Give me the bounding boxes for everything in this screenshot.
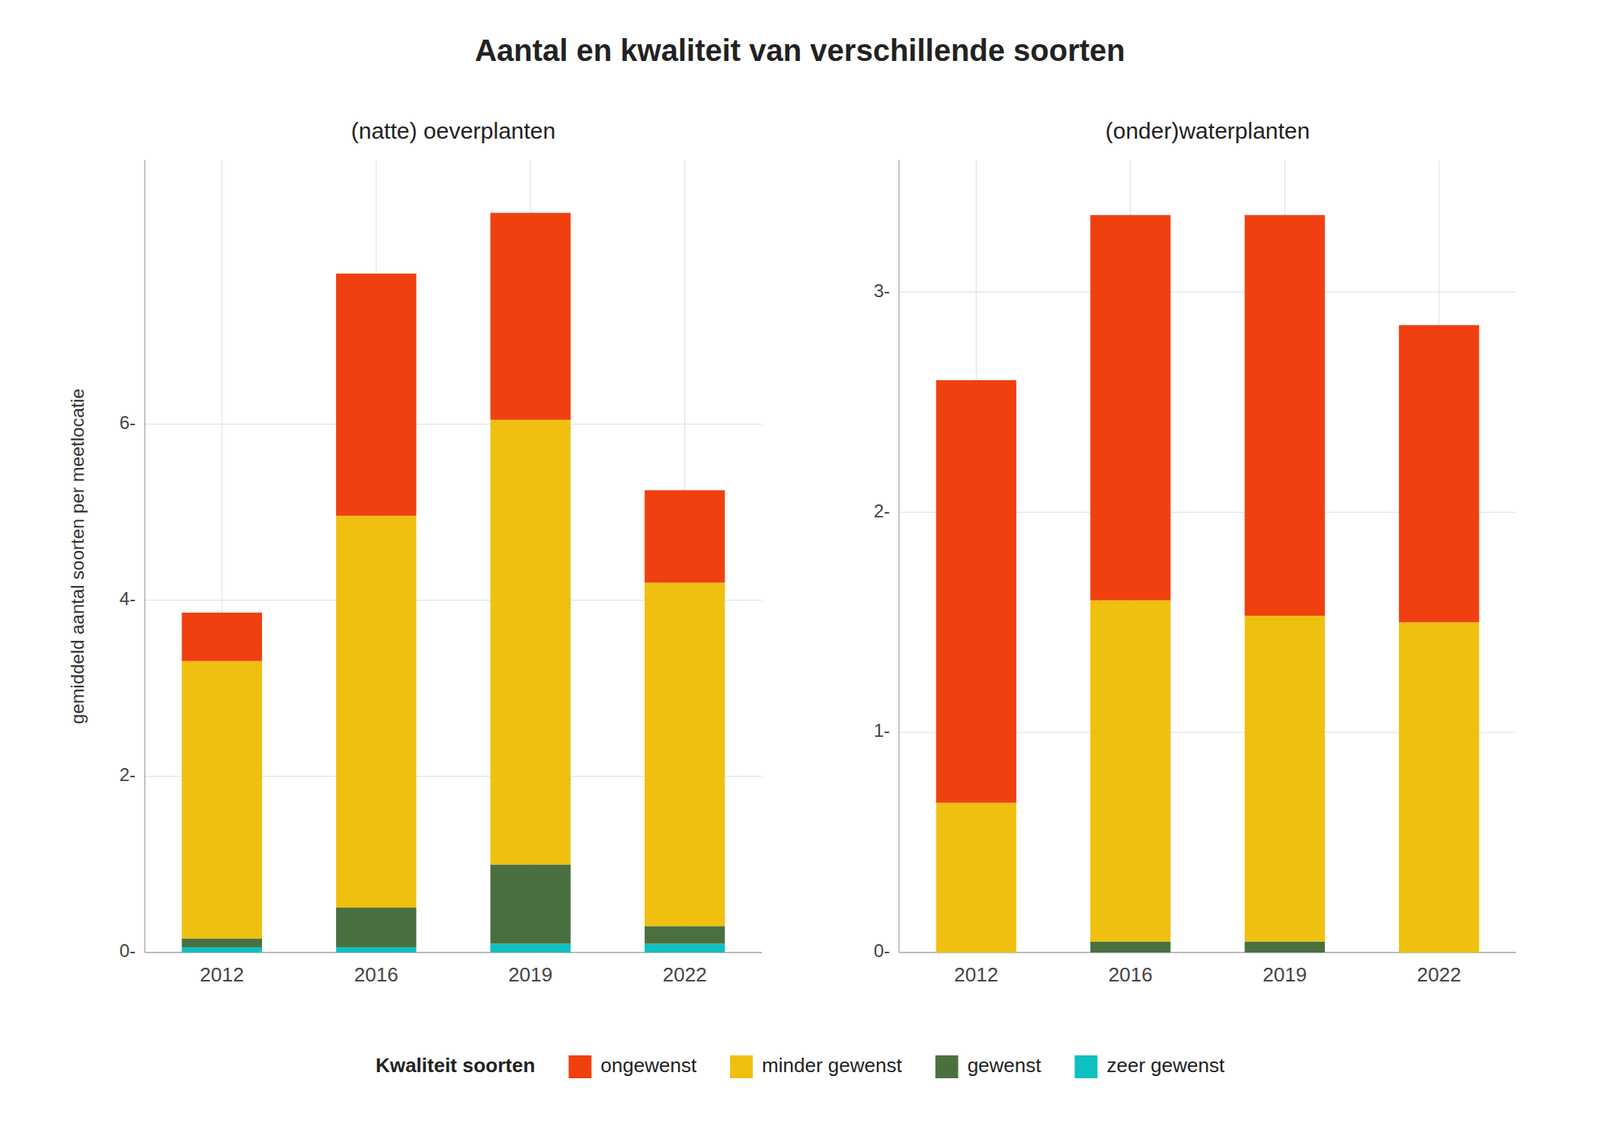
bar-segment — [490, 419, 571, 865]
y-tick-label: 3- — [873, 280, 890, 301]
y-grid-line — [144, 423, 762, 425]
y-axis-line — [144, 160, 146, 953]
bar-segment — [490, 864, 571, 944]
bar-segment — [644, 582, 725, 927]
bar-segment — [1244, 214, 1325, 616]
y-tick-label: 0- — [873, 940, 890, 961]
x-tick-label: 2012 — [199, 963, 244, 986]
legend-swatch — [729, 1055, 753, 1079]
bar-segment — [182, 661, 263, 939]
y-tick-label: 2- — [873, 500, 890, 522]
bar-segment — [1090, 214, 1171, 601]
legend-label: zeer gewenst — [1106, 1053, 1225, 1077]
subtitle: (natte) oeverplanten — [351, 118, 557, 144]
legend-swatch — [1074, 1055, 1098, 1079]
bar-segment — [1398, 622, 1479, 953]
bar-segment — [182, 938, 263, 948]
bar-segment — [336, 273, 416, 516]
panel: (onder)waterplanten 0- 1- 2- 3- 2012 2016 2019 2… — [873, 118, 1517, 986]
x-tick-label: 2022 — [662, 963, 708, 986]
bar-segment — [936, 380, 1017, 804]
legend-swatch — [568, 1055, 592, 1079]
x-tick-label: 2019 — [1262, 963, 1307, 986]
bar-segment — [1244, 615, 1325, 942]
bar-segment — [182, 947, 263, 953]
x-tick-label: 2016 — [354, 963, 399, 986]
title: Aantal en kwaliteit van verschillende so… — [474, 33, 1126, 68]
y-tick-label: 0- — [119, 940, 136, 961]
y-axis-line — [899, 160, 900, 953]
bar-segment — [644, 489, 725, 583]
y-tick-label: 1- — [873, 720, 890, 741]
bar-segment — [182, 612, 263, 662]
bar-segment — [1090, 941, 1171, 953]
y-axis-label: gemiddeld aantal soorten per meetlocatie — [67, 388, 88, 724]
bars — [936, 214, 1480, 953]
legend-title: Kwaliteit soorten — [375, 1053, 535, 1077]
x-tick-label: 2019 — [508, 963, 553, 986]
bar-segment — [936, 803, 1017, 953]
bar-segment — [644, 925, 725, 944]
panel: (natte) oeverplanten 0- 2- 4- 6- 2012 2016 2019… — [67, 118, 762, 986]
bar-segment — [490, 212, 571, 420]
y-grid-line — [899, 291, 1517, 293]
bar-segment — [336, 907, 416, 948]
bar-segment — [490, 943, 571, 953]
bar-segment — [1244, 941, 1325, 953]
legend-swatch — [935, 1055, 959, 1079]
x-tick-label: 2016 — [1108, 963, 1153, 986]
bar-segment — [336, 947, 416, 953]
x-tick-label: 2022 — [1417, 963, 1462, 986]
bar-segment — [1090, 600, 1171, 942]
y-tick-label: 4- — [119, 588, 136, 609]
y-tick-label: 2- — [119, 764, 136, 785]
legend-label: gewenst — [967, 1053, 1043, 1077]
bar-segment — [1398, 325, 1479, 623]
legend: Kwaliteit soorten ongewenst minder gewenst… — [375, 1053, 1226, 1079]
legend-label: minder gewenst — [761, 1053, 903, 1077]
x-tick-label: 2012 — [953, 963, 999, 986]
chart: Aantal en kwaliteit van verschillende so… — [0, 0, 1600, 1143]
bar-segment — [644, 943, 725, 953]
bar-segment — [336, 515, 416, 908]
bars — [182, 212, 726, 953]
subtitle: (onder)waterplanten — [1105, 118, 1311, 144]
legend-label: ongewenst — [600, 1053, 698, 1077]
y-tick-label: 6- — [119, 412, 136, 433]
